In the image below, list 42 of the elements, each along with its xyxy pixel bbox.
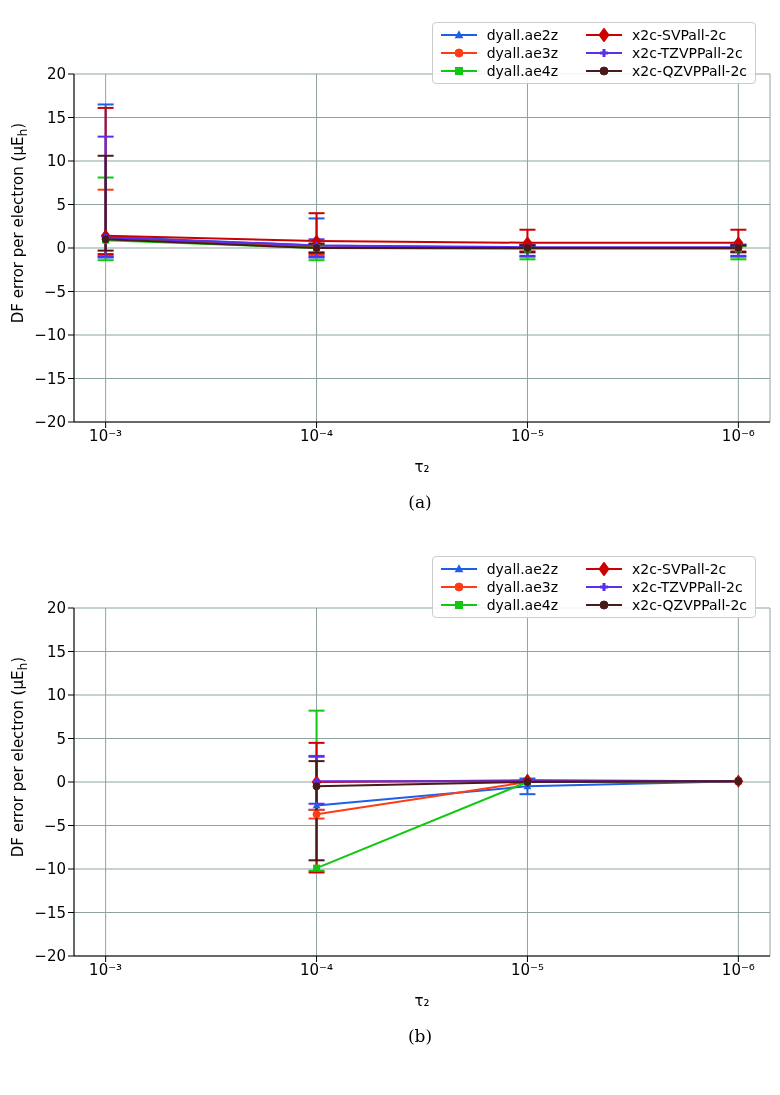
y-tick-label: 10	[46, 686, 66, 705]
legend-label: dyall.ae3z	[486, 45, 559, 61]
legend-label: dyall.ae2z	[486, 561, 559, 577]
y-tick-label: 20	[46, 599, 66, 618]
x-axis-title: τ₂	[414, 992, 430, 1010]
x-tick-label: 10⁻⁴	[300, 960, 334, 979]
x-tick-label: 10⁻⁴	[300, 426, 334, 445]
text: (a)	[407, 492, 433, 512]
legend-label: dyall.ae2z	[486, 27, 559, 43]
legend-label: x2c-TZVPPall-2c	[632, 45, 743, 61]
y-tick-label: 5	[56, 195, 66, 214]
legend-label: x2c-SVPall-2c	[632, 27, 727, 43]
y-tick-label: 10	[46, 152, 66, 171]
text: (b)	[406, 1026, 434, 1046]
y-tick-label: 20	[46, 65, 66, 84]
y-tick-label: 15	[46, 642, 66, 661]
legend-label: x2c-QZVPPall-2c	[632, 597, 747, 613]
y-tick-label: −5	[43, 282, 66, 301]
x-tick-label: 10⁻³	[89, 960, 123, 979]
y-tick-label: 15	[46, 108, 66, 127]
y-tick-label: −15	[34, 369, 66, 388]
legend-label: x2c-TZVPPall-2c	[632, 579, 743, 595]
legend-label: x2c-SVPall-2c	[632, 561, 727, 577]
y-tick-label: 5	[56, 729, 66, 748]
x-tick-label: 10⁻⁶	[721, 960, 755, 979]
y-tick-label: 0	[56, 773, 66, 792]
x-tick-label: 10⁻³	[89, 426, 123, 445]
legend-label: dyall.ae3z	[486, 579, 559, 595]
y-tick-label: −10	[34, 326, 66, 345]
legend-label: dyall.ae4z	[486, 63, 559, 79]
x-tick-label: 10⁻⁵	[510, 960, 544, 979]
y-tick-label: 0	[56, 239, 66, 258]
x-tick-label: 10⁻⁵	[510, 426, 544, 445]
y-tick-label: −5	[43, 816, 66, 835]
legend-label: x2c-QZVPPall-2c	[632, 63, 747, 79]
y-tick-label: −20	[34, 413, 66, 432]
x-tick-label: 10⁻⁶	[721, 426, 755, 445]
legend-label: dyall.ae4z	[486, 597, 559, 613]
y-tick-label: −10	[34, 860, 66, 879]
y-tick-label: −15	[34, 903, 66, 922]
x-axis-title: τ₂	[414, 458, 430, 476]
y-tick-label: −20	[34, 947, 66, 966]
